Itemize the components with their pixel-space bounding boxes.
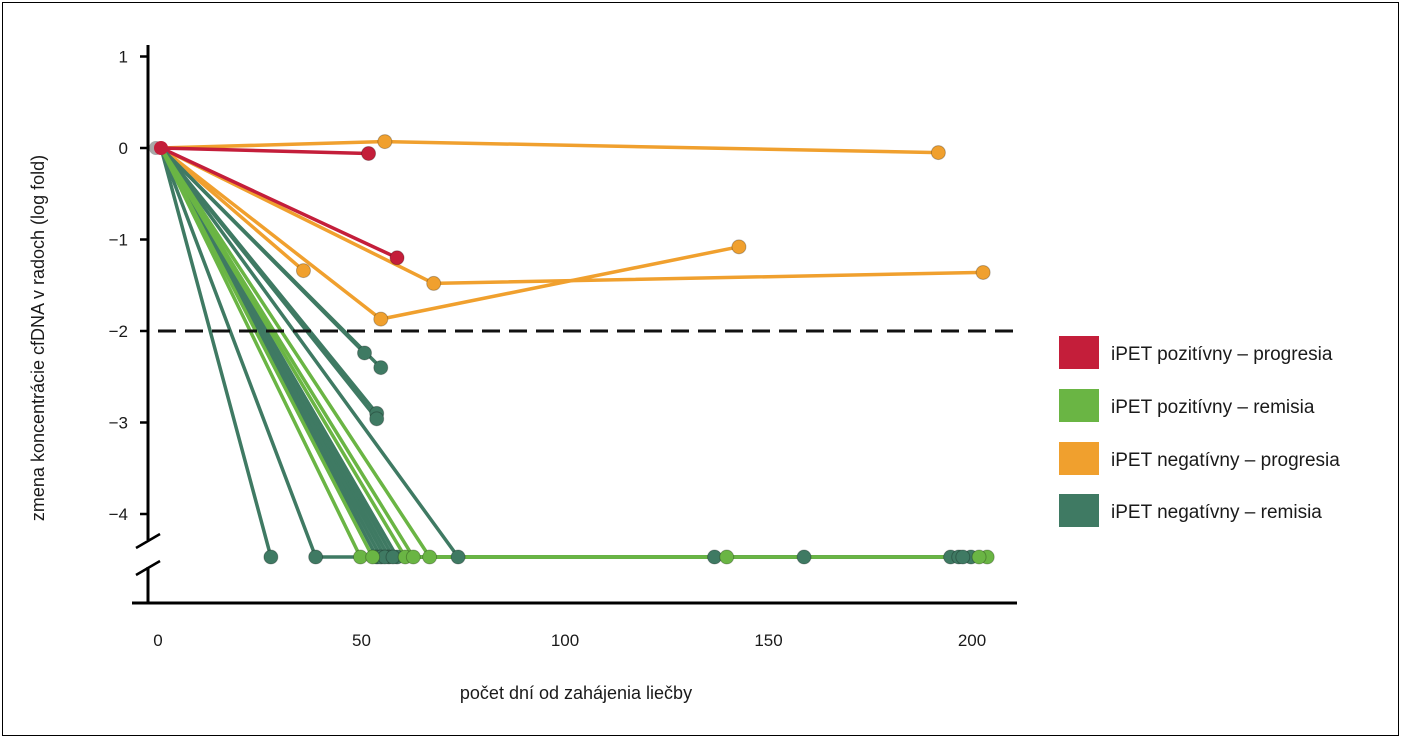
series-line-1 <box>159 146 985 286</box>
data-point-16-2 <box>955 549 971 565</box>
series-line-3 <box>159 146 306 273</box>
y-tick-label-4: −3 <box>109 414 128 433</box>
legend-label-0: iPET pozitívny – progresia <box>1111 344 1333 365</box>
x-axis-title: počet dní od zahájenia liečby <box>460 683 692 703</box>
y-tick-label-2: −1 <box>109 231 128 250</box>
series-line-14 <box>159 146 806 559</box>
y-axis-title: zmena koncentrácie cfDNA v radoch (log f… <box>28 155 48 521</box>
data-point-7-1 <box>373 360 389 376</box>
axis-break-mark-1 <box>135 532 161 550</box>
y-tick-label-1: 0 <box>119 139 128 158</box>
x-tick-label-3: 150 <box>754 631 782 650</box>
data-point-11-1 <box>308 549 324 565</box>
data-point-22-1 <box>365 549 381 565</box>
data-point-1-1 <box>426 275 442 291</box>
data-point-19-2 <box>719 549 735 565</box>
data-point-10-1 <box>263 549 279 565</box>
y-tick-label-3: −2 <box>109 322 128 341</box>
x-tick-label-0: 0 <box>153 631 162 650</box>
data-point-5-1 <box>389 250 405 266</box>
series-line-7 <box>159 146 383 370</box>
series-line-5 <box>159 146 399 260</box>
data-point-0-1 <box>377 134 393 150</box>
data-point-3-1 <box>295 263 311 279</box>
x-tick-label-2: 100 <box>551 631 579 650</box>
legend-swatch-1 <box>1059 389 1099 422</box>
series-line-11 <box>159 146 717 559</box>
legend-swatch-3 <box>1059 494 1099 527</box>
legend-swatch-0 <box>1059 336 1099 369</box>
data-point-14-2 <box>796 549 812 565</box>
data-point-16-1 <box>450 549 466 565</box>
series-line-4 <box>159 146 371 156</box>
data-point-21-2 <box>971 549 987 565</box>
series-line-19 <box>159 146 729 559</box>
data-point-21-1 <box>422 549 438 565</box>
y-tick-label-5: −4 <box>109 505 128 524</box>
legend-label-2: iPET negatívny – progresia <box>1111 450 1340 471</box>
series-line-10 <box>159 146 273 559</box>
y-tick-label-0: 1 <box>119 48 128 67</box>
axis-break-mark-2 <box>135 559 161 577</box>
data-point-4-1 <box>361 145 377 161</box>
legend-label-1: iPET pozitívny – remisia <box>1111 397 1315 418</box>
data-point-2-1 <box>373 311 389 327</box>
legend-swatch-2 <box>1059 442 1099 475</box>
data-point-1-2 <box>975 264 991 280</box>
series-line-9 <box>159 146 379 421</box>
data-point-23-1 <box>405 549 421 565</box>
x-tick-label-4: 200 <box>958 631 986 650</box>
series-line-22 <box>159 146 375 559</box>
series-line-23 <box>159 146 416 559</box>
data-point-0-2 <box>930 145 946 161</box>
data-point-2-2 <box>731 239 747 255</box>
data-point-9-1 <box>369 411 385 427</box>
data-point-6-1 <box>357 345 372 361</box>
legend-label-3: iPET negatívny – remisia <box>1111 502 1322 523</box>
data-point-origin <box>154 141 168 155</box>
x-tick-label-1: 50 <box>352 631 371 650</box>
